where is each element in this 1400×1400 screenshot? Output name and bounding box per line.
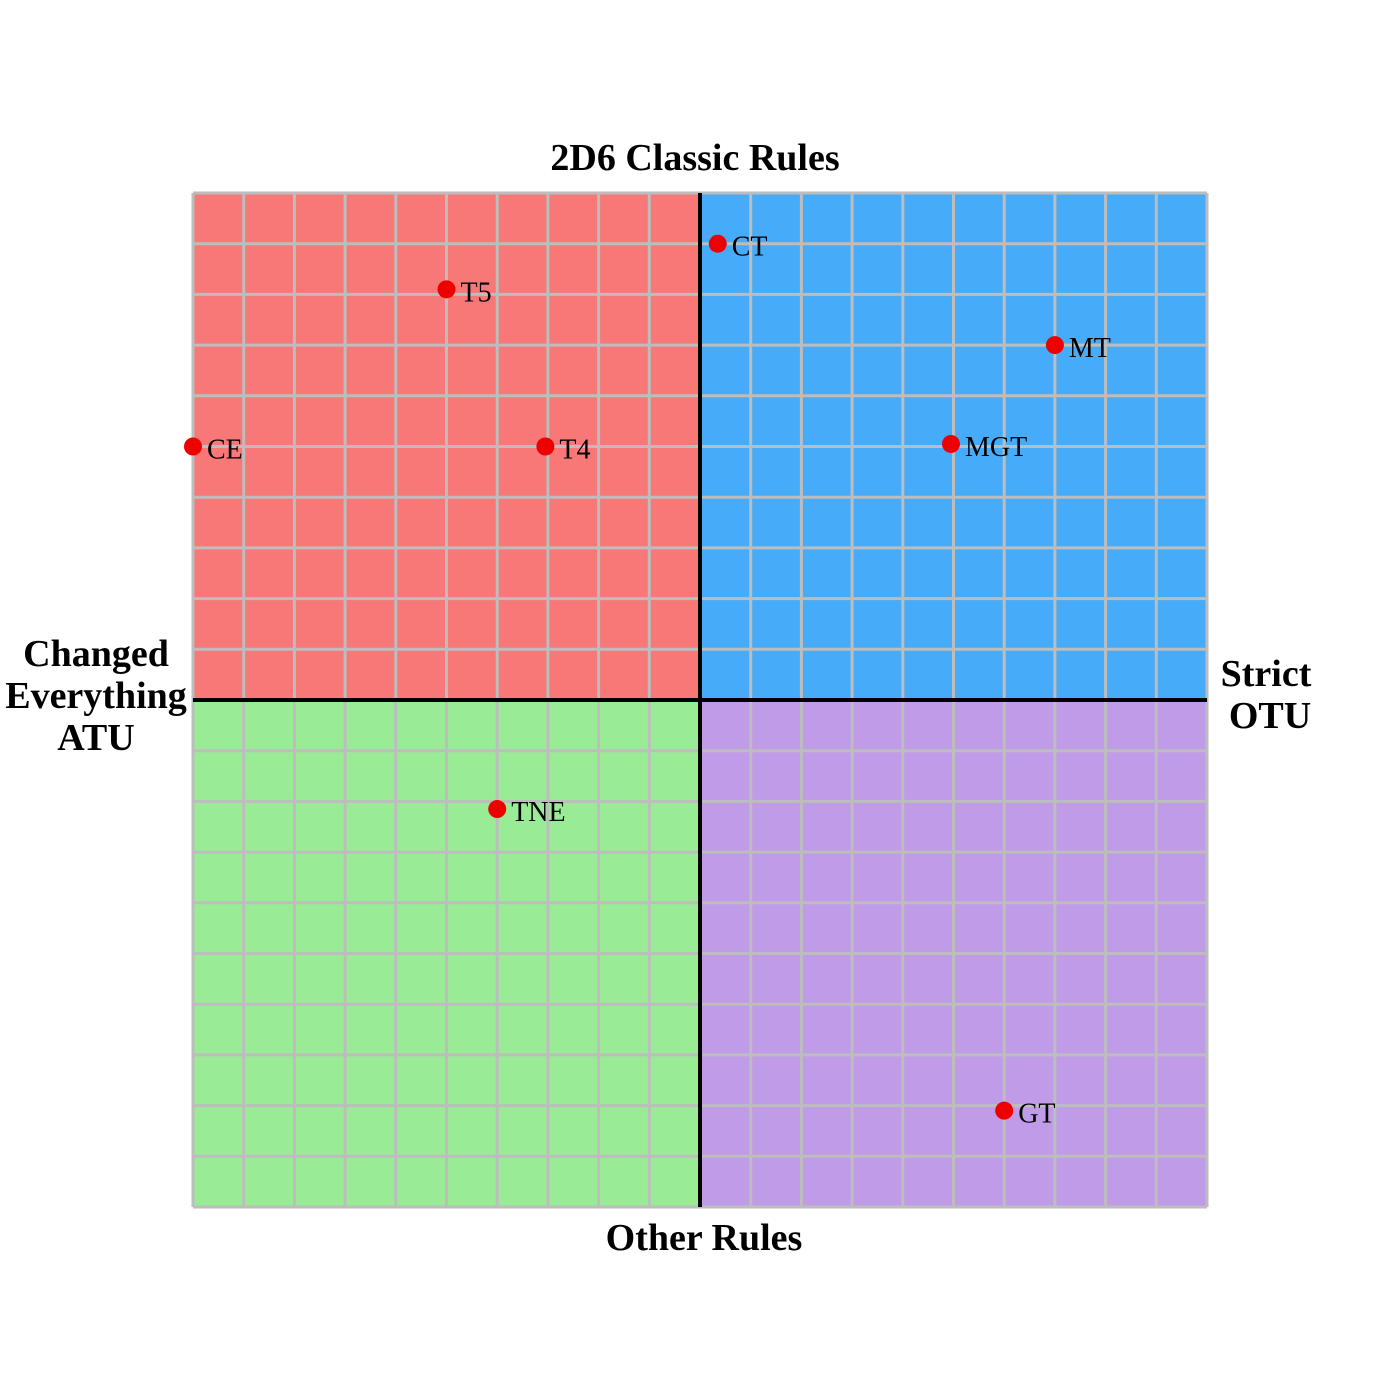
- point-marker: [536, 437, 555, 456]
- left-label-line-2: Everything: [5, 675, 187, 717]
- point-marker: [941, 434, 960, 453]
- right-label-line-2: OTU: [1229, 695, 1311, 737]
- point-marker: [1045, 336, 1064, 355]
- axes: [193, 193, 1207, 1207]
- bottom-axis-label: Other Rules: [606, 1217, 803, 1259]
- point-label: MT: [1069, 333, 1111, 364]
- right-label-line-1: Strict: [1221, 653, 1312, 695]
- data-points: CT T5 MT CE T4 MGT TNE GT: [184, 232, 1111, 1130]
- point-t5: T5: [437, 277, 492, 308]
- left-label-line-1: Changed: [23, 633, 169, 675]
- point-t4: T4: [536, 435, 590, 466]
- point-label: CT: [732, 232, 768, 263]
- point-label: MGT: [965, 432, 1027, 463]
- point-marker: [437, 280, 456, 299]
- left-label-line-3: ATU: [57, 717, 134, 759]
- point-ce: CE: [184, 435, 243, 466]
- point-mt: MT: [1045, 333, 1111, 364]
- point-ct: CT: [708, 232, 768, 263]
- point-marker: [708, 234, 727, 253]
- top-axis-label: 2D6 Classic Rules: [550, 137, 839, 179]
- left-axis-label: Changed Everything ATU: [5, 633, 187, 759]
- point-gt: GT: [995, 1099, 1056, 1130]
- point-marker: [184, 437, 202, 456]
- point-marker: [995, 1101, 1014, 1120]
- point-label: T5: [461, 277, 492, 308]
- point-label: GT: [1018, 1099, 1055, 1130]
- point-label: T4: [559, 435, 590, 466]
- point-label: CE: [207, 435, 243, 466]
- point-marker: [488, 800, 507, 819]
- point-mgt: MGT: [941, 432, 1027, 463]
- point-label: TNE: [511, 797, 565, 828]
- point-tne: TNE: [488, 797, 566, 828]
- right-axis-label: Strict OTU: [1221, 653, 1312, 737]
